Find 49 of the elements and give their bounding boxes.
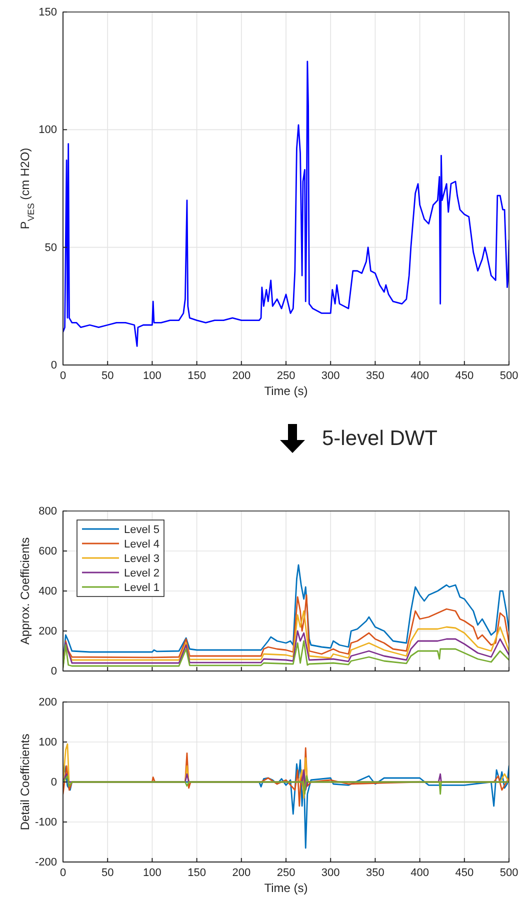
x-tick-label: 0 [60, 370, 66, 382]
x-tick-label: 100 [143, 866, 162, 879]
x-axis-title: Time (s) [264, 881, 308, 895]
y-tick-label: 0 [50, 360, 57, 372]
y-tick-label: 600 [38, 546, 57, 558]
x-tick-label: 350 [366, 866, 384, 879]
y-tick-label: 200 [38, 696, 57, 709]
y-tick-label: 400 [38, 586, 57, 598]
x-tick-label: 250 [276, 370, 296, 382]
x-tick-label: 50 [101, 370, 114, 382]
x-tick-label: 500 [500, 866, 518, 879]
line-series [63, 60, 509, 347]
x-tick-label: 400 [410, 866, 429, 879]
y-tick-label: -200 [34, 856, 57, 869]
x-tick-label: 500 [500, 370, 518, 382]
x-tick-label: 450 [455, 370, 474, 382]
x-tick-label: 350 [366, 370, 384, 382]
line-series [63, 775, 509, 795]
legend-label: Level 1 [124, 582, 160, 594]
x-axis-title: Time (s) [264, 384, 308, 398]
y-tick-label: 0 [50, 776, 57, 789]
y-tick-label: 800 [38, 506, 57, 518]
x-tick-label: 400 [410, 370, 429, 382]
y-tick-label: 100 [38, 736, 57, 749]
x-tick-label: 200 [232, 866, 251, 879]
y-axis-title: Approx. Coefficients [18, 537, 32, 645]
x-tick-label: 150 [188, 866, 206, 879]
legend-label: Level 5 [124, 524, 160, 536]
x-tick-label: 250 [276, 866, 296, 879]
x-tick-label: 150 [188, 370, 206, 382]
legend-label: Level 3 [124, 553, 160, 565]
x-tick-label: 100 [143, 370, 162, 382]
text: 5-level DWT [322, 427, 438, 450]
x-tick-label: 450 [455, 866, 474, 879]
legend-label: Level 4 [124, 538, 160, 550]
y-axis-title: Detail Coefficients [18, 734, 32, 830]
legend-label: Level 2 [124, 568, 160, 580]
x-tick-label: 300 [321, 866, 340, 879]
x-tick-label: 50 [101, 866, 114, 879]
line-series [63, 640, 509, 669]
y-tick-label: 150 [38, 6, 57, 19]
y-tick-label: 0 [50, 666, 57, 678]
x-tick-label: 0 [60, 866, 66, 879]
y-tick-label: -100 [34, 816, 57, 829]
x-tick-label: 300 [321, 370, 340, 382]
y-tick-label: 200 [38, 626, 57, 638]
x-tick-label: 200 [232, 370, 251, 382]
y-tick-label: 100 [38, 124, 57, 136]
y-tick-label: 50 [44, 242, 57, 254]
